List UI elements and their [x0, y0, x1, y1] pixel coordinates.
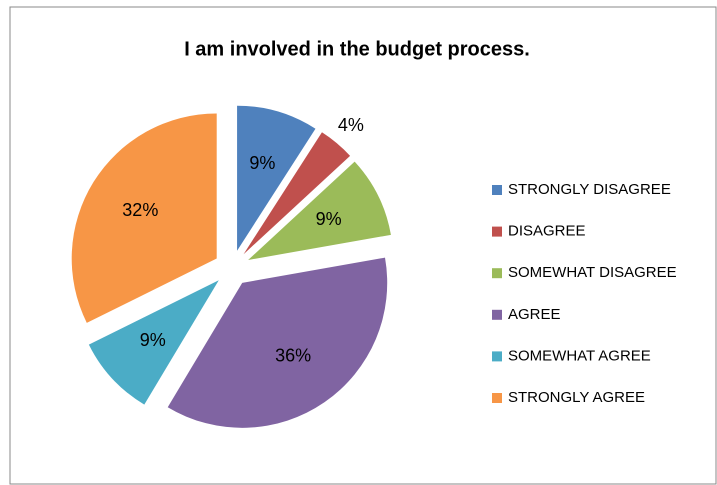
legend-swatch [492, 393, 502, 403]
legend-swatch [492, 185, 502, 195]
legend-label: SOMEWHAT AGREE [508, 347, 651, 364]
legend-label: AGREE [508, 306, 561, 323]
legend-label: STRONGLY AGREE [508, 389, 645, 406]
pie-slice [71, 113, 217, 323]
pie-slice [248, 161, 391, 261]
data-label: 32% [122, 200, 158, 220]
data-label: 9% [316, 209, 342, 229]
legend-label: STRONGLY DISAGREE [508, 181, 671, 198]
data-label: 9% [249, 153, 275, 173]
pie-slice [88, 280, 219, 405]
data-label: 4% [338, 115, 364, 135]
legend-label: SOMEWHAT DISAGREE [508, 264, 677, 281]
data-label: 9% [140, 330, 166, 350]
pie-slice [167, 257, 388, 428]
legend-swatch [492, 351, 502, 362]
pie-slice [237, 105, 316, 251]
legend-swatch [492, 309, 502, 320]
pie-slice [243, 132, 351, 255]
chart-title: I am involved in the budget process. [184, 38, 530, 60]
legend-swatch [492, 268, 502, 279]
legend-label: DISAGREE [508, 223, 586, 240]
data-label: 36% [275, 346, 311, 366]
legend-swatch [492, 226, 502, 237]
